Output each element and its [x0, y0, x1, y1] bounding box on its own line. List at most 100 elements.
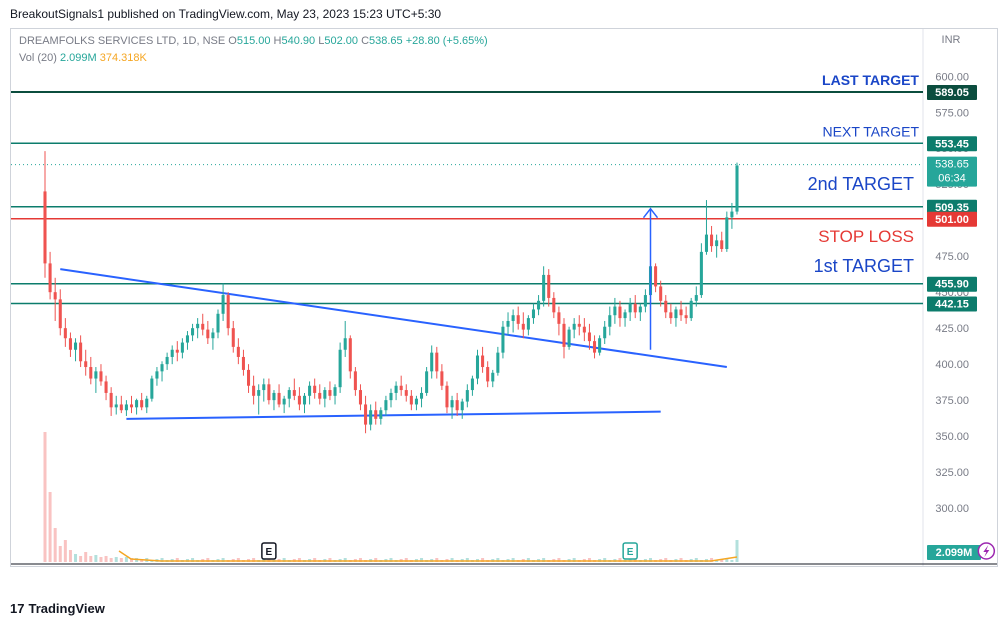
candle-body: [704, 234, 708, 252]
volume-bar: [694, 558, 698, 562]
last-price-tag: 538.65 06:34: [927, 156, 977, 187]
price-axis-tag-bg: [927, 296, 977, 312]
candle-body: [252, 385, 256, 396]
volume-axis-tag: 2.099M: [927, 545, 981, 560]
close-value: 538.65: [369, 35, 403, 47]
candle-body: [638, 306, 642, 313]
footer-brand[interactable]: 17 TradingView: [10, 601, 105, 616]
candle-body: [241, 356, 245, 370]
candle-body: [323, 390, 327, 399]
candle-body: [384, 400, 388, 411]
candle-body: [135, 400, 139, 408]
chart-canvas[interactable]: INR600.00575.00550.00525.00500.00475.004…: [11, 29, 997, 566]
candle-body: [689, 300, 693, 319]
change-value: +28.80 (+5.65%): [405, 35, 488, 47]
earnings-event-icon[interactable]: E: [622, 542, 638, 560]
volume-bar: [343, 558, 347, 562]
target-arrow-head: [642, 207, 659, 219]
volume-bar: [481, 558, 485, 562]
candle-body: [150, 378, 154, 399]
price-axis-tag-bg: [927, 85, 977, 101]
candle-body: [654, 266, 658, 287]
candle-body: [521, 323, 525, 330]
candle-body: [124, 404, 128, 411]
candle-body: [84, 361, 88, 368]
candle-body: [389, 392, 393, 401]
candle-body: [572, 323, 576, 330]
volume-bar: [526, 558, 530, 562]
volume-bar: [496, 558, 500, 562]
trendline: [60, 268, 727, 369]
candle-body: [694, 295, 698, 301]
candle-body: [425, 371, 429, 393]
price-axis-tag-label: 455.90: [935, 279, 969, 291]
volume-bar: [389, 558, 393, 562]
earnings-box: [622, 542, 638, 560]
annotation-first-target: 1st TARGET: [814, 256, 914, 276]
candle-body: [338, 349, 342, 388]
volume-bar: [252, 558, 256, 562]
candle-body: [236, 346, 240, 357]
candle-body: [613, 306, 617, 316]
candle-body: [155, 371, 159, 379]
candle-body: [531, 309, 535, 319]
candle-body: [659, 286, 663, 301]
candle-body: [308, 385, 312, 396]
candle-body: [526, 318, 530, 330]
volume-bar: [649, 558, 652, 562]
candle-body: [710, 234, 714, 247]
candle-body: [699, 251, 703, 296]
price-tick-label: 475.00: [935, 251, 969, 263]
candle-body: [68, 338, 72, 350]
tradingview-logo-icon: 17: [10, 601, 25, 616]
price-axis-tag-label: 589.05: [935, 87, 969, 99]
volume-ma-value: 374.318K: [99, 52, 147, 64]
candle-body: [475, 355, 480, 379]
annotation-next-target: NEXT TARGET: [823, 123, 920, 139]
volume-bar: [465, 558, 469, 562]
volume-bar: [572, 558, 576, 562]
candle-body: [333, 387, 337, 396]
volume-bar: [358, 558, 362, 562]
candle-body: [684, 315, 688, 319]
price-axis-tag-support: 442.15: [927, 296, 977, 312]
split-event-icon[interactable]: [977, 542, 996, 560]
price-tick-label: 400.00: [935, 359, 969, 371]
candle-body: [465, 390, 469, 402]
price-axis-tag-label: 509.35: [935, 202, 969, 214]
volume-bar: [99, 557, 103, 562]
candle-body: [272, 392, 276, 401]
last-price-countdown: 06:34: [938, 173, 966, 185]
volume-bar: [104, 556, 108, 562]
volume-bar: [587, 558, 591, 562]
candle-body: [542, 274, 546, 301]
candle-body: [348, 338, 352, 372]
volume-bar: [79, 556, 83, 562]
candle-body: [547, 274, 551, 298]
candle-body: [328, 390, 332, 396]
volume-bar: [140, 559, 144, 562]
earnings-box: [261, 542, 277, 560]
candle-body: [445, 385, 449, 408]
candle-body: [715, 240, 719, 247]
flash-glyph: [983, 545, 990, 557]
price-tick-label: 575.00: [935, 107, 969, 119]
candle-body: [496, 352, 500, 373]
candle-body: [313, 385, 317, 393]
candle-body: [664, 300, 668, 313]
candle-body: [364, 404, 368, 425]
price-axis-tag-second-target: 509.35: [927, 199, 977, 215]
annotation-stop-loss: STOP LOSS: [818, 227, 914, 246]
candle-body: [730, 211, 734, 218]
volume-bar: [53, 528, 57, 562]
candle-body: [501, 326, 505, 353]
volume-bar: [236, 558, 240, 562]
candle-body: [292, 390, 296, 396]
annotation-second-target: 2nd TARGET: [808, 174, 914, 194]
chart-frame[interactable]: INR600.00575.00550.00525.00500.00475.004…: [10, 28, 998, 567]
candle-body: [196, 323, 200, 329]
earnings-event-icon[interactable]: E: [261, 542, 277, 560]
volume-bar: [63, 540, 67, 562]
candle-body: [221, 295, 225, 314]
open-value: 515.00: [236, 35, 271, 47]
